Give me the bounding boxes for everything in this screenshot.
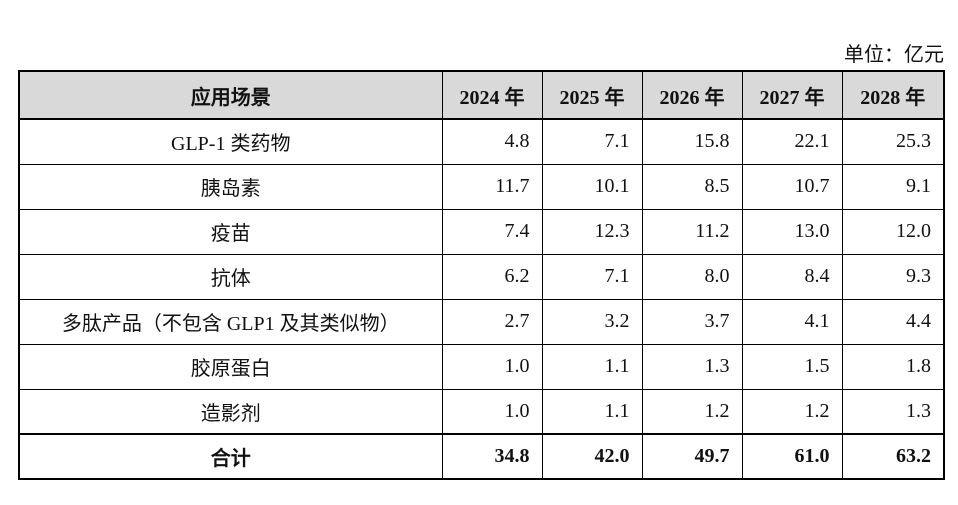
value-cell: 1.1 xyxy=(541,343,643,390)
header-cell: 2026 年 xyxy=(641,70,743,120)
table-row: GLP-1 类药物 4.8 7.1 15.8 22.1 25.3 xyxy=(18,118,945,165)
value-cell: 63.2 xyxy=(841,433,945,480)
value-cell: 1.0 xyxy=(441,388,543,435)
value-cell: 13.0 xyxy=(741,208,843,255)
value-cell: 7.4 xyxy=(441,208,543,255)
value-cell: 3.2 xyxy=(541,298,643,345)
value-cell: 3.7 xyxy=(641,298,743,345)
value-cell: 25.3 xyxy=(841,118,945,165)
table-row: 抗体 6.2 7.1 8.0 8.4 9.3 xyxy=(18,253,945,300)
value-cell: 10.1 xyxy=(541,163,643,210)
value-cell: 1.3 xyxy=(841,388,945,435)
table-body: GLP-1 类药物 4.8 7.1 15.8 22.1 25.3 胰岛素 11.7 10.1 8.… xyxy=(18,118,945,480)
table-row: 胰岛素 11.7 10.1 8.5 10.7 9.1 xyxy=(18,163,945,210)
value-cell: 1.3 xyxy=(641,343,743,390)
value-cell: 34.8 xyxy=(441,433,543,480)
value-cell: 1.0 xyxy=(441,343,543,390)
value-cell: 61.0 xyxy=(741,433,843,480)
value-cell: 12.3 xyxy=(541,208,643,255)
value-cell: 7.1 xyxy=(541,118,643,165)
header-cell: 2028 年 xyxy=(841,70,945,120)
scene-cell: 造影剂 xyxy=(18,388,443,435)
scene-cell: 多肽产品（不包含 GLP1 及其类似物） xyxy=(18,298,443,345)
value-cell: 4.4 xyxy=(841,298,945,345)
scene-cell: 胶原蛋白 xyxy=(18,343,443,390)
value-cell: 7.1 xyxy=(541,253,643,300)
value-cell: 6.2 xyxy=(441,253,543,300)
value-cell: 12.0 xyxy=(841,208,945,255)
scene-cell: 抗体 xyxy=(18,253,443,300)
value-cell: 1.5 xyxy=(741,343,843,390)
value-cell: 10.7 xyxy=(741,163,843,210)
value-cell: 2.7 xyxy=(441,298,543,345)
value-cell: 11.7 xyxy=(441,163,543,210)
header-cell: 2025 年 xyxy=(541,70,643,120)
data-table: 应用场景 2024 年 2025 年 2026 年 2027 年 2028 年 GLP-1… xyxy=(18,70,945,480)
header-cell: 2024 年 xyxy=(441,70,543,120)
total-row: 合计 34.8 42.0 49.7 61.0 63.2 xyxy=(18,433,945,480)
scene-cell: 胰岛素 xyxy=(18,163,443,210)
value-cell: 8.5 xyxy=(641,163,743,210)
table-header: 应用场景 2024 年 2025 年 2026 年 2027 年 2028 年 xyxy=(18,70,945,120)
unit-label: 单位：亿元 xyxy=(844,44,944,66)
value-cell: 8.4 xyxy=(741,253,843,300)
scene-cell: 疫苗 xyxy=(18,208,443,255)
value-cell: 1.2 xyxy=(641,388,743,435)
header-cell: 应用场景 xyxy=(18,70,443,120)
table-row: 疫苗 7.4 12.3 11.2 13.0 12.0 xyxy=(18,208,945,255)
value-cell: 22.1 xyxy=(741,118,843,165)
value-cell: 1.8 xyxy=(841,343,945,390)
scene-cell: 合计 xyxy=(18,433,443,480)
table-row: 多肽产品（不包含 GLP1 及其类似物） 2.7 3.2 3.7 4.1 4.4 xyxy=(18,298,945,345)
value-cell: 4.1 xyxy=(741,298,843,345)
value-cell: 11.2 xyxy=(641,208,743,255)
value-cell: 42.0 xyxy=(541,433,643,480)
value-cell: 9.3 xyxy=(841,253,945,300)
header-row: 应用场景 2024 年 2025 年 2026 年 2027 年 2028 年 xyxy=(18,70,945,120)
value-cell: 4.8 xyxy=(441,118,543,165)
table-row: 造影剂 1.0 1.1 1.2 1.2 1.3 xyxy=(18,388,945,435)
value-cell: 1.2 xyxy=(741,388,843,435)
value-cell: 15.8 xyxy=(641,118,743,165)
scene-cell: GLP-1 类药物 xyxy=(18,118,443,165)
value-cell: 9.1 xyxy=(841,163,945,210)
value-cell: 8.0 xyxy=(641,253,743,300)
header-cell: 2027 年 xyxy=(741,70,843,120)
value-cell: 1.1 xyxy=(541,388,643,435)
table-row: 胶原蛋白 1.0 1.1 1.3 1.5 1.8 xyxy=(18,343,945,390)
value-cell: 49.7 xyxy=(641,433,743,480)
